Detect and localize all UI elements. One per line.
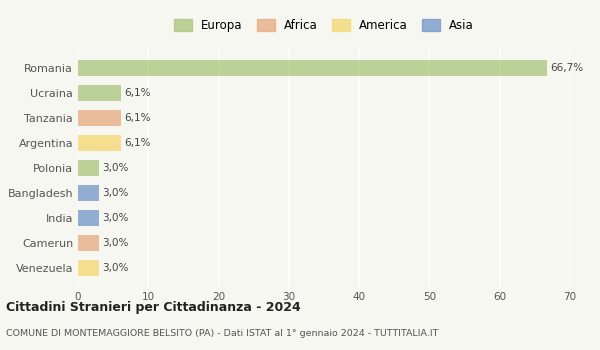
Text: 3,0%: 3,0% xyxy=(103,213,129,223)
Bar xyxy=(78,85,121,101)
Text: COMUNE DI MONTEMAGGIORE BELSITO (PA) - Dati ISTAT al 1° gennaio 2024 - TUTTITALI: COMUNE DI MONTEMAGGIORE BELSITO (PA) - D… xyxy=(6,329,439,338)
Legend: Europa, Africa, America, Asia: Europa, Africa, America, Asia xyxy=(172,17,476,35)
Text: 3,0%: 3,0% xyxy=(103,263,129,273)
Bar xyxy=(78,210,99,226)
Text: 3,0%: 3,0% xyxy=(103,238,129,248)
Text: 6,1%: 6,1% xyxy=(124,88,151,98)
Text: 6,1%: 6,1% xyxy=(124,113,151,123)
Text: 66,7%: 66,7% xyxy=(550,63,583,73)
Bar xyxy=(78,110,121,126)
Text: Cittadini Stranieri per Cittadinanza - 2024: Cittadini Stranieri per Cittadinanza - 2… xyxy=(6,301,301,314)
Bar xyxy=(78,135,121,151)
Bar xyxy=(78,235,99,251)
Bar xyxy=(78,160,99,176)
Bar xyxy=(78,260,99,276)
Text: 3,0%: 3,0% xyxy=(103,188,129,198)
Text: 3,0%: 3,0% xyxy=(103,163,129,173)
Bar xyxy=(78,185,99,201)
Text: 6,1%: 6,1% xyxy=(124,138,151,148)
Bar xyxy=(78,60,547,76)
